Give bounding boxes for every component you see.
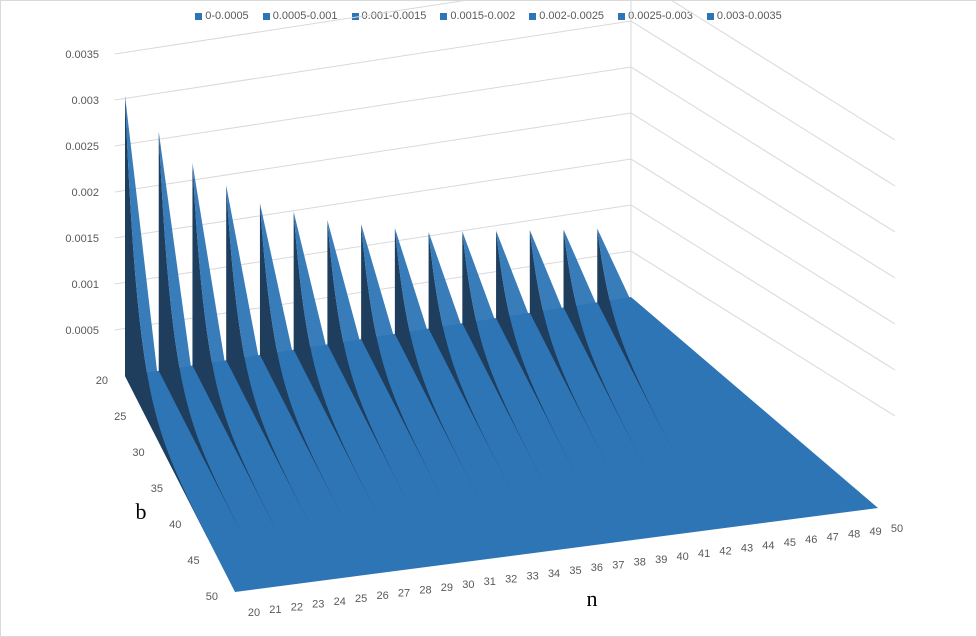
legend-item: 0.0015-0.002 (440, 10, 515, 22)
n-tick-label: 26 (376, 590, 388, 602)
legend-item: 0.002-0.0025 (529, 10, 604, 22)
gridline (114, 20, 896, 187)
ridge-face (226, 185, 341, 522)
legend-label: 0.0025-0.003 (628, 10, 693, 22)
legend-item: 0-0.0005 (195, 10, 249, 22)
n-axis-title: n (587, 586, 598, 611)
legend-label: 0.0005-0.001 (272, 10, 338, 22)
n-tick-label: 38 (634, 557, 646, 569)
b-tick-label: 45 (187, 555, 199, 567)
legend-item: 0.0025-0.003 (618, 10, 693, 22)
z-tick-label: 0.0035 (65, 49, 99, 61)
z-tick-label: 0.0025 (65, 141, 99, 153)
ridge-face (327, 220, 442, 507)
ridge-shadow (125, 95, 208, 539)
legend-swatch (195, 12, 203, 20)
b-tick-label: 30 (132, 447, 144, 459)
ridge-face (158, 131, 274, 533)
b-axis-title: b (136, 499, 147, 524)
n-tick-label: 24 (334, 596, 346, 608)
legend: 0-0.0005 0.0005-0.001 0.001-0.0015 0.0015-0… (0, 10, 977, 22)
n-tick-label: 39 (655, 554, 667, 566)
n-tick-label: 50 (891, 523, 903, 535)
b-tick-label: 50 (206, 591, 218, 603)
ridge-face (496, 230, 611, 480)
ridge-face (361, 224, 476, 501)
legend-label: 0.002-0.0025 (539, 10, 605, 22)
ridge-face (428, 232, 544, 491)
n-tick-label: 30 (462, 579, 474, 591)
legend-swatch (618, 12, 626, 20)
n-tick-label: 28 (419, 585, 431, 597)
n-tick-label: 40 (677, 551, 689, 563)
n-tick-label: 32 (505, 573, 517, 585)
z-tick-label: 0.003 (71, 95, 99, 107)
n-tick-label: 29 (441, 582, 453, 594)
z-tick-label: 0.001 (71, 279, 99, 291)
z-tick-label: 0.002 (71, 187, 99, 199)
gridlines (114, 0, 896, 417)
ridge-shadow (259, 203, 343, 517)
gridline (114, 66, 896, 233)
n-tick-label: 34 (548, 568, 560, 580)
legend-item: 0.0005-0.001 (262, 10, 338, 22)
b-tick-label: 40 (169, 519, 181, 531)
ridge-face (293, 211, 409, 512)
n-tick-label: 27 (398, 587, 410, 599)
legend-label: 0.001-0.0015 (361, 10, 427, 22)
ridge-face (529, 230, 645, 475)
legend-item: 0.001-0.0015 (351, 10, 427, 22)
n-tick-label: 41 (698, 548, 710, 560)
n-tick-label: 42 (719, 545, 731, 557)
b-tick-label: 20 (96, 375, 108, 387)
n-tick-label: 25 (355, 593, 367, 605)
ridge-shadow (361, 224, 444, 502)
ridge-shadow (293, 211, 377, 512)
n-tick-label: 45 (784, 537, 796, 549)
z-tick-label: 0.0015 (65, 233, 99, 245)
ridge-face (597, 228, 712, 465)
ridge-face (125, 95, 240, 538)
n-tick-label: 44 (762, 540, 774, 552)
ridge-shadow (226, 185, 309, 523)
n-tick-label: 22 (291, 601, 303, 613)
n-tick-label: 46 (805, 534, 817, 546)
legend-label: 0-0.0005 (205, 10, 249, 22)
ridge-face (563, 229, 679, 470)
legend-label: 0.0015-0.002 (450, 10, 516, 22)
legend-swatch (262, 12, 270, 20)
z-tick-label: 0.0005 (65, 325, 99, 337)
ridge-face (394, 228, 510, 496)
n-tick-label: 36 (591, 562, 603, 574)
n-tick-label: 21 (269, 604, 281, 616)
n-tick-label: 35 (569, 565, 581, 577)
legend-swatch (706, 12, 714, 20)
n-tick-label: 31 (484, 576, 496, 588)
ridge-face (462, 231, 577, 486)
legend-item: 0.003-0.0035 (706, 10, 782, 22)
n-tick-label: 47 (827, 531, 839, 543)
n-tick-label: 20 (248, 607, 260, 619)
legend-swatch (440, 12, 448, 20)
n-tick-label: 37 (612, 559, 624, 571)
n-tick-label: 43 (741, 543, 753, 555)
ridge-shadow (394, 228, 478, 496)
surface (125, 95, 878, 592)
legend-swatch (351, 12, 359, 20)
ridge-shadow (327, 220, 410, 507)
n-tick-label: 23 (312, 599, 324, 611)
n-tick-label: 33 (527, 571, 539, 583)
legend-label: 0.003-0.0035 (716, 10, 782, 22)
ridge-face (192, 163, 308, 528)
legend-swatch (529, 12, 537, 20)
n-tick-label: 48 (848, 529, 860, 541)
b-tick-label: 25 (114, 411, 126, 423)
b-tick-label: 35 (151, 483, 163, 495)
ridge-face (259, 203, 375, 517)
gridline (114, 0, 896, 141)
axes: 0.0005 0.001 0.0015 0.002 0.0025 0.003 0.0035 2… (65, 49, 903, 619)
n-tick-label: 49 (869, 526, 881, 538)
